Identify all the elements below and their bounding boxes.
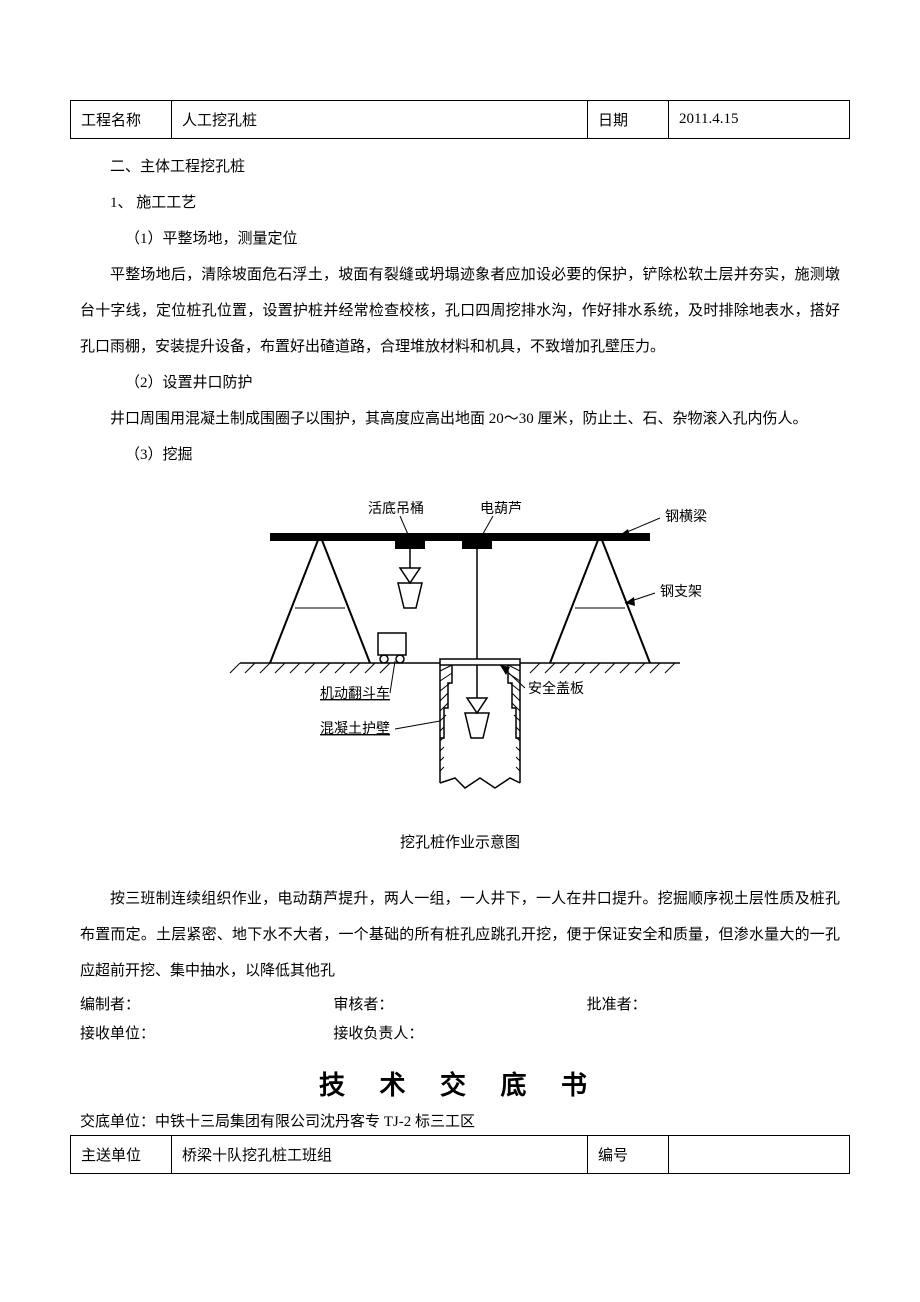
beam-shape <box>270 533 650 541</box>
wall-label: 混凝土护壁 <box>320 721 390 737</box>
p1-text: 平整场地后，清除坡面危石浮土，坡面有裂缝或坍塌迹象者应加设必要的保护，铲除松软土… <box>80 257 840 365</box>
pile-diagram: 钢横梁 钢支架 电葫芦 活底吊桶 <box>200 483 720 803</box>
section-1: 1、 施工工艺 <box>80 185 840 221</box>
no-value <box>669 1136 850 1174</box>
send-value: 桥梁十队挖孔桩工班组 <box>172 1136 588 1174</box>
info-table-top: 工程名称 人工挖孔桩 日期 2011.4.15 <box>70 100 850 139</box>
diagram-caption: 挖孔桩作业示意图 <box>80 825 840 861</box>
cover-label: 安全盖板 <box>528 680 584 697</box>
aframe-label: 钢支架 <box>660 584 702 600</box>
dumper-label: 机动翻斗车 <box>320 685 390 702</box>
footer-row-2: 接收单位： 接收负责人： <box>70 1018 850 1047</box>
project-value: 人工挖孔桩 <box>172 101 588 139</box>
hoist-label: 电葫芦 <box>480 501 522 517</box>
project-label: 工程名称 <box>71 101 172 139</box>
unit-line: 交底单位：中铁十三局集团有限公司沈丹客专 TJ-2 标三工区 <box>70 1110 850 1135</box>
bucket-label: 活底吊桶 <box>368 501 424 517</box>
p3-text: 按三班制连续组织作业，电动葫芦提升，两人一组，一人井下，一人在井口提升。挖掘顺序… <box>80 881 840 989</box>
p3-head: （3）挖掘 <box>80 437 840 473</box>
reviewer-label: 审核者： <box>333 993 586 1014</box>
document-title: 技 术 交 底 书 <box>70 1065 850 1102</box>
no-label: 编号 <box>588 1136 669 1174</box>
beam-label: 钢横梁 <box>665 509 707 525</box>
document-body: 二、主体工程挖孔桩 1、 施工工艺 （1）平整场地，测量定位 平整场地后，清除坡… <box>70 149 850 989</box>
author-label: 编制者： <box>80 993 333 1014</box>
date-label: 日期 <box>588 101 669 139</box>
approver-label: 批准者： <box>587 993 840 1014</box>
send-label: 主送单位 <box>71 1136 172 1174</box>
p1-head: （1）平整场地，测量定位 <box>80 221 840 257</box>
p2-head: （2）设置井口防护 <box>80 365 840 401</box>
receiver-unit-label: 接收单位： <box>80 1022 333 1043</box>
diagram-container: 钢横梁 钢支架 电葫芦 活底吊桶 <box>80 483 840 817</box>
date-value: 2011.4.15 <box>669 101 850 139</box>
footer-row-1: 编制者： 审核者： 批准者： <box>70 989 850 1018</box>
info-table-bottom: 主送单位 桥梁十队挖孔桩工班组 编号 <box>70 1135 850 1174</box>
p2-text: 井口周围用混凝土制成围圈子以围护，其高度应高出地面 20～30 厘米，防止土、石… <box>80 401 840 437</box>
section-title: 二、主体工程挖孔桩 <box>80 149 840 185</box>
receiver-person-label: 接收负责人： <box>333 1022 586 1043</box>
